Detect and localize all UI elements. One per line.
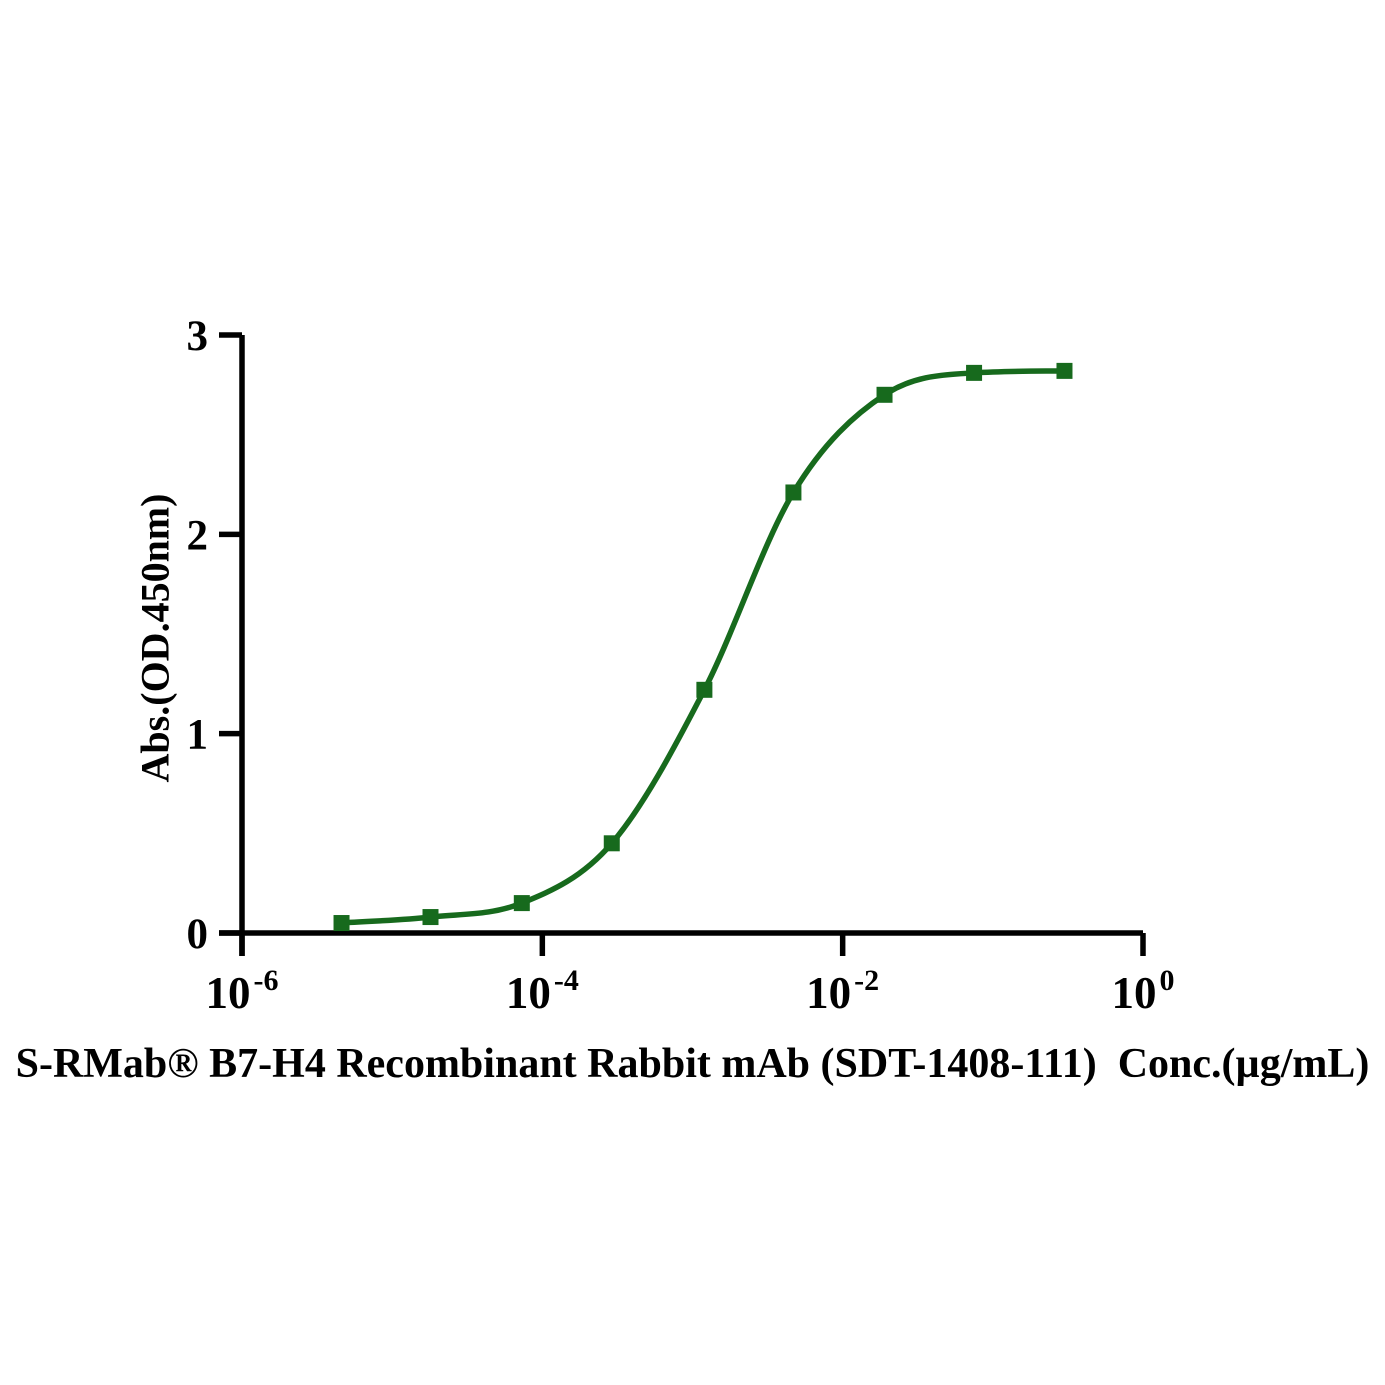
x-tick-label: 10 -4 bbox=[506, 964, 579, 1018]
x-tick-label: 10 -2 bbox=[806, 964, 879, 1018]
data-point-marker bbox=[876, 386, 893, 403]
data-point-marker bbox=[785, 484, 802, 501]
fit-curve bbox=[341, 368, 1065, 926]
y-axis-title: Abs.(OD.450nm) bbox=[132, 493, 178, 783]
data-point-marker bbox=[603, 835, 620, 852]
data-point-marker bbox=[333, 915, 350, 932]
y-tick-label: 2 bbox=[187, 512, 209, 559]
data-point-marker bbox=[966, 364, 983, 381]
y-tick-label: 1 bbox=[187, 712, 209, 759]
data-point-marker bbox=[1056, 362, 1073, 379]
data-point-marker bbox=[513, 895, 530, 912]
x-axis-title: S-RMab® B7-H4 Recombinant Rabbit mAb (SD… bbox=[15, 1041, 1370, 1087]
x-tick-label: 10 -6 bbox=[206, 964, 279, 1018]
data-point-marker bbox=[422, 909, 439, 926]
x-tick-label: 10 0 bbox=[1112, 964, 1175, 1018]
data-point-marker bbox=[696, 681, 713, 698]
y-tick-label: 3 bbox=[187, 313, 209, 360]
y-tick-label: 0 bbox=[187, 911, 209, 958]
